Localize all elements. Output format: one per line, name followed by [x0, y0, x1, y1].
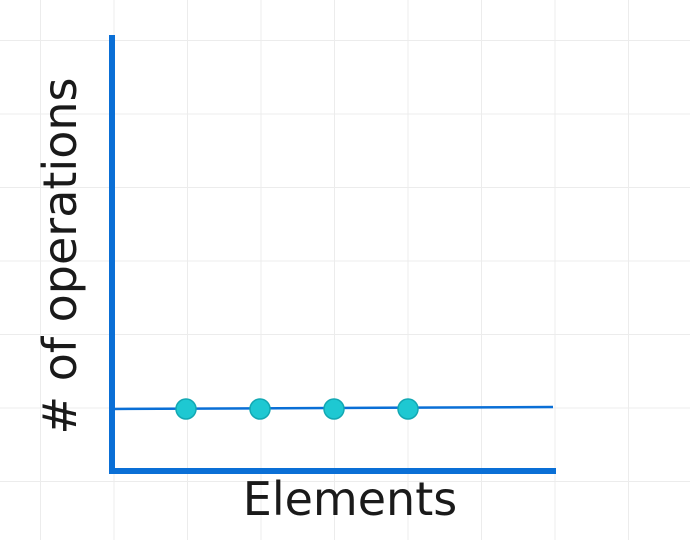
y-axis-label: # of operations	[33, 78, 87, 435]
x-axis-label: Elements	[243, 472, 457, 526]
data-points	[175, 398, 419, 420]
data-point	[249, 398, 271, 420]
data-point	[397, 398, 419, 420]
data-point	[175, 398, 197, 420]
data-point	[323, 398, 345, 420]
